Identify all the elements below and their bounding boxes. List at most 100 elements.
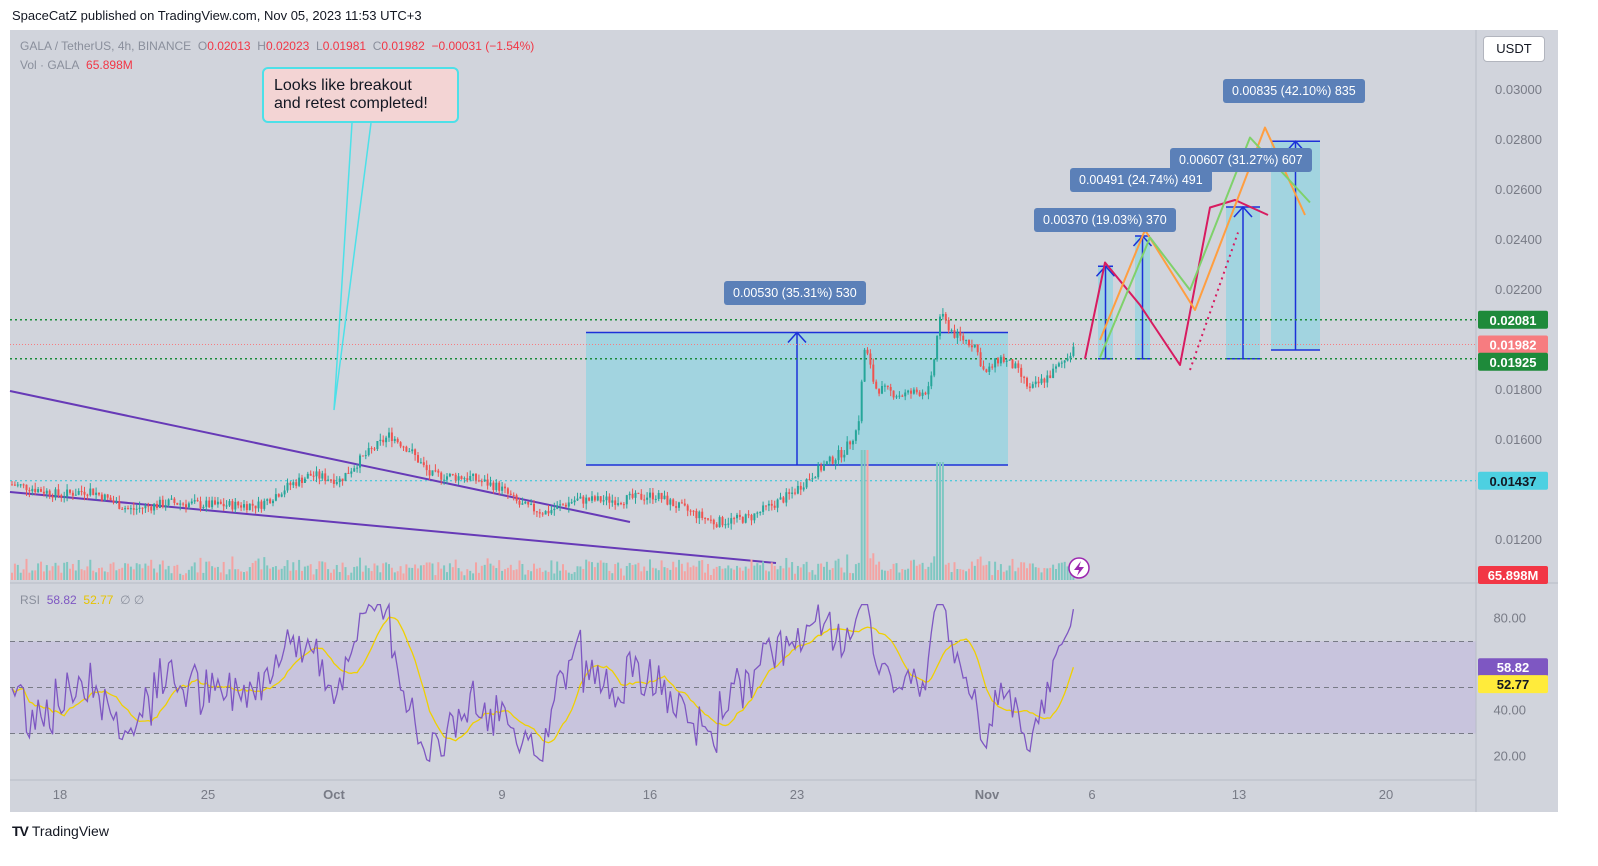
volume-bar (48, 570, 51, 580)
candle-body (100, 494, 103, 501)
candle-body (941, 313, 944, 317)
volume-bar (562, 564, 564, 580)
candle-body (663, 495, 666, 500)
measure-label-5[interactable]: 0.00835 (42.10%) 835 (1223, 79, 1365, 103)
badge-last-price: 0.01982 (1490, 338, 1537, 353)
candle-body (492, 482, 495, 491)
candle-body (547, 511, 550, 514)
volume-bar (318, 561, 321, 580)
candle-body (260, 501, 263, 509)
candle-body (480, 481, 483, 483)
measure-label-1[interactable]: 0.00530 (35.31%) 530 (724, 281, 866, 305)
volume-bar (593, 567, 596, 580)
measure-label-2[interactable]: 0.00370 (19.03%) 370 (1034, 208, 1176, 232)
candle-body (585, 497, 588, 504)
volume-bar (625, 566, 628, 580)
volume-bar (89, 559, 92, 580)
volume-bar (408, 567, 411, 580)
candle-body (1072, 346, 1075, 356)
volume-bar (1011, 558, 1014, 580)
volume-bar (579, 566, 582, 580)
volume-bar (13, 563, 16, 580)
candle-body (570, 502, 573, 504)
candle-body (301, 477, 303, 483)
volume-bar (199, 557, 202, 580)
badge-rsi: 58.82 (1497, 660, 1530, 675)
volume-bar (663, 567, 666, 580)
candle-body (689, 510, 692, 512)
candle-body (298, 477, 301, 486)
volume-bar (77, 560, 80, 580)
candle-body (269, 499, 272, 504)
volume-bar (631, 565, 634, 580)
volume-bar (214, 567, 216, 580)
candle-body (588, 497, 591, 501)
candle-body (672, 499, 675, 507)
volume-bar (457, 568, 460, 580)
candle-body (1017, 363, 1020, 368)
annotation-callout[interactable]: Looks like breakout and retest completed… (262, 67, 459, 123)
candle-body (144, 505, 147, 509)
candle-body (216, 501, 219, 505)
volume-bar (144, 563, 147, 580)
volume-bar (100, 567, 103, 580)
candle-body (852, 440, 854, 445)
candle-body (405, 446, 408, 452)
volume-bar (828, 569, 831, 580)
measure-arrow-head (787, 331, 807, 344)
volume-bar (782, 568, 785, 580)
tradingview-logo[interactable]: TV TradingView (12, 823, 109, 839)
candle-body (930, 375, 933, 387)
candle-body (799, 485, 802, 490)
candle-body (231, 501, 234, 510)
candle-body (124, 508, 127, 510)
candle-body (518, 500, 521, 505)
high-label: H (257, 39, 266, 53)
volume-bar (895, 563, 898, 580)
time-tick-label: 16 (643, 787, 657, 802)
volume-bar (709, 575, 712, 580)
candle-body (40, 489, 42, 492)
volume-bar (185, 573, 187, 580)
currency-button[interactable]: USDT (1483, 36, 1545, 62)
candle-body (428, 470, 431, 476)
volume-bar (756, 563, 759, 580)
candle-body (127, 508, 129, 510)
candle-body (440, 472, 443, 480)
volume-bar (393, 572, 396, 580)
candle-body (1069, 355, 1072, 359)
measure-label-3[interactable]: 0.00491 (24.74%) 491 (1070, 168, 1212, 192)
volume-bar (330, 572, 332, 580)
candle-body (617, 503, 620, 505)
candle-body (414, 449, 417, 456)
candle-body (512, 494, 515, 496)
candle-body (37, 489, 40, 493)
candle-body (611, 500, 614, 503)
volume-bar (187, 569, 190, 580)
measure-label-4[interactable]: 0.00607 (31.27%) 607 (1170, 148, 1312, 172)
candle-body (747, 514, 750, 516)
candle-body (402, 446, 405, 448)
volume-bar (831, 568, 834, 580)
volume-bar (585, 559, 588, 580)
candle-body (991, 366, 994, 368)
candle-body (385, 437, 388, 443)
candles (11, 308, 1075, 530)
close-label: C (372, 39, 382, 53)
volume-bar (715, 566, 718, 580)
candle-body (608, 496, 611, 503)
candle-body (579, 496, 582, 499)
badge-volume: 65.898M (1488, 568, 1539, 583)
candle-body (736, 514, 738, 519)
volume-bar (976, 559, 979, 580)
volume-bar (988, 561, 991, 580)
volume-bar (414, 564, 417, 580)
volume-bar (344, 567, 347, 580)
badge-rsi-ma-bg (1478, 675, 1548, 694)
candle-body (779, 497, 782, 500)
candle-body (741, 516, 744, 523)
volume-bar (129, 566, 132, 580)
volume-bar (234, 569, 237, 580)
candle-body (1020, 367, 1023, 377)
